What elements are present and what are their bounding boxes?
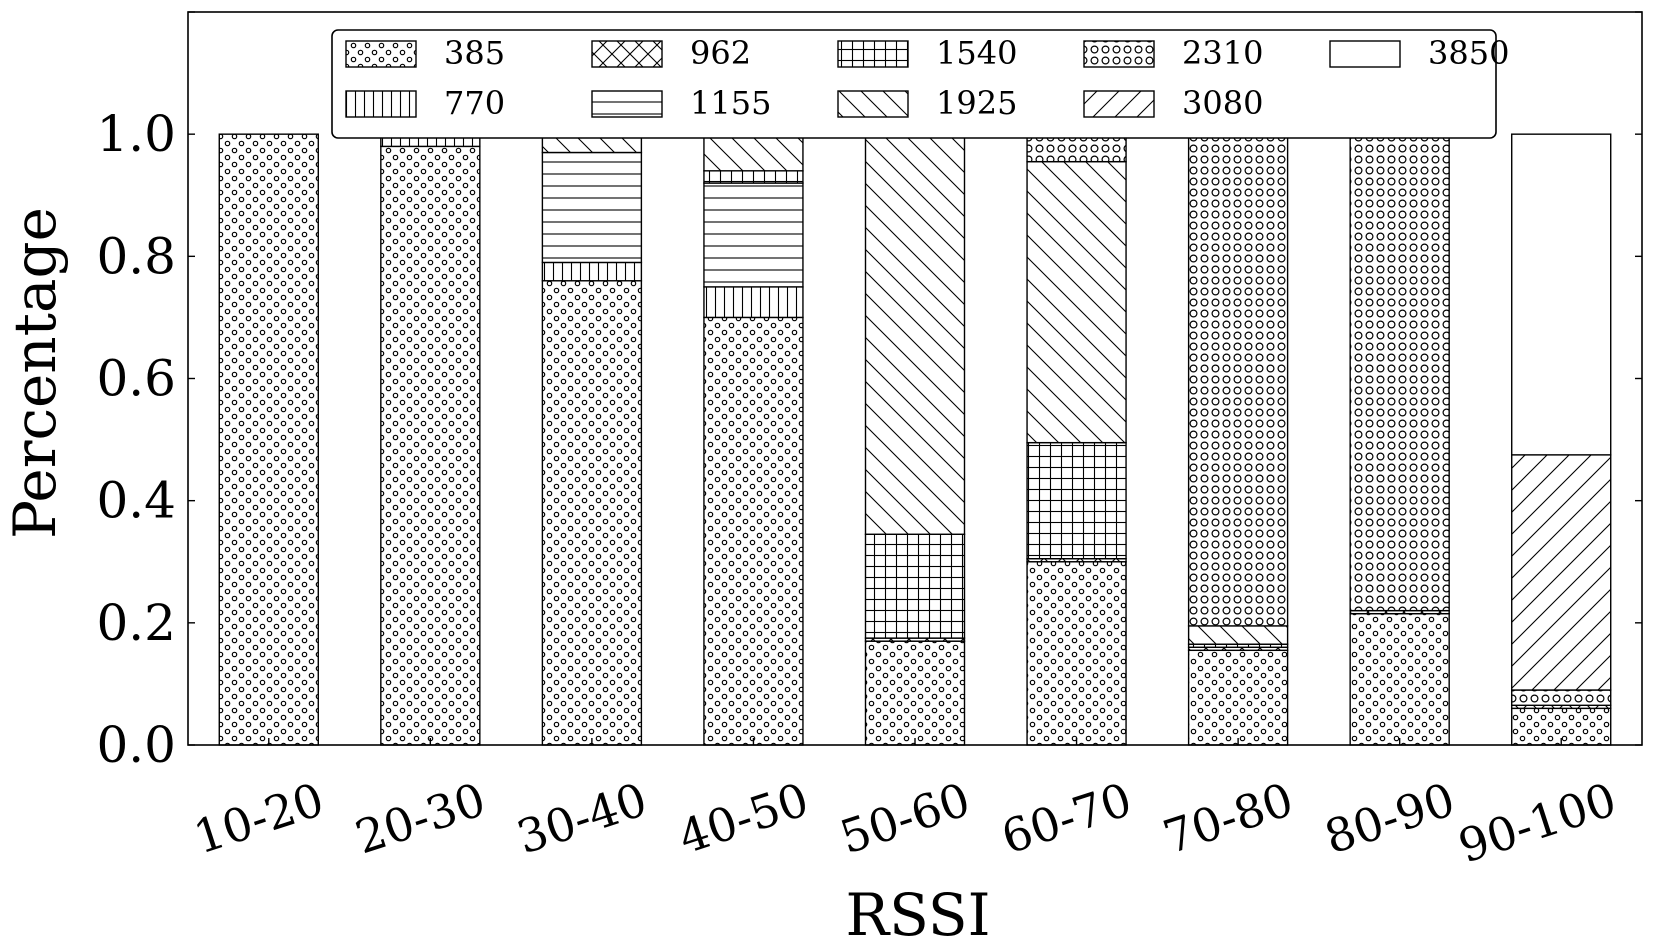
y-tick-label: 0.2	[96, 594, 176, 652]
bar-segment-1925-70-80	[1187, 625, 1289, 645]
bar-segment-385-10-20	[218, 133, 319, 746]
x-tick-label: 20-30	[349, 772, 492, 864]
legend-label-3080: 3080	[1182, 84, 1263, 122]
bar-segment-770-40-50	[703, 286, 804, 319]
bar-segment-1155-30-40	[541, 151, 643, 264]
y-tick-label: 0.8	[96, 227, 176, 285]
bar-segment-385-40-50	[703, 316, 804, 746]
x-tick-label: 40-50	[672, 772, 815, 864]
bar-segment-3080-90-100	[1511, 454, 1612, 691]
legend-swatch-1540	[837, 40, 909, 68]
bar-segment-385-20-30	[380, 145, 481, 746]
bar-segment-385-70-80	[1187, 649, 1289, 746]
bar-segment-2310-80-90	[1349, 136, 1450, 612]
bar-segment-1925-60-70	[1026, 160, 1127, 444]
y-axis-title: Percentage	[1, 207, 69, 539]
x-tick-label: 10-20	[187, 772, 330, 864]
x-tick-label: 80-90	[1318, 772, 1461, 864]
bar-segment-385-80-90	[1349, 612, 1450, 746]
legend-label-1925: 1925	[936, 84, 1017, 122]
x-tick-label: 50-60	[834, 772, 977, 864]
bar-segment-2310-90-100	[1511, 689, 1612, 706]
legend-swatch-385	[345, 40, 417, 68]
legend-swatch-1925	[837, 90, 909, 118]
bar-segment-1540-40-50	[703, 170, 804, 184]
legend-label-962: 962	[690, 34, 751, 72]
legend-label-770: 770	[444, 84, 505, 122]
bar-segment-385-30-40	[541, 280, 643, 746]
x-tick-label: 60-70	[995, 772, 1138, 864]
legend-swatch-3850	[1329, 40, 1401, 68]
bar-segment-1540-50-60	[864, 533, 966, 639]
legend: 385 770 962 1155 1540 1925 2310 3080 3850	[331, 29, 1509, 139]
legend-swatch-2310	[1083, 40, 1155, 68]
bars-layer	[218, 133, 1612, 746]
legend-swatch-3080	[1083, 90, 1155, 118]
legend-box	[331, 29, 1497, 139]
legend-label-1540: 1540	[936, 34, 1017, 72]
y-tick-label: 0.6	[96, 350, 176, 408]
bar-segment-2310-70-80	[1187, 133, 1289, 627]
bar-segment-1925-50-60	[864, 133, 966, 535]
bar-segment-385-60-70	[1026, 561, 1127, 746]
legend-label-1155: 1155	[690, 84, 771, 122]
legend-swatch-1155	[591, 90, 663, 118]
legend-label-385: 385	[444, 34, 505, 72]
x-axis-title: RSSI	[845, 881, 990, 949]
x-tick-label: 90-100	[1452, 772, 1623, 873]
bar-segment-3850-90-100	[1511, 133, 1612, 456]
bar-segment-1925-40-50	[703, 133, 804, 172]
legend-swatch-770	[345, 90, 417, 118]
y-tick-label: 0.4	[96, 472, 176, 530]
x-tick-label: 30-40	[510, 772, 653, 864]
bar-segment-1155-40-50	[703, 182, 804, 288]
y-tick-label: 1.0	[96, 105, 176, 163]
y-tick-label: 0.0	[96, 716, 176, 774]
bar-segment-385-50-60	[864, 640, 966, 746]
bar-segment-1540-60-70	[1026, 441, 1127, 560]
bar-segment-770-30-40	[541, 261, 643, 282]
legend-label-2310: 2310	[1182, 34, 1263, 72]
legend-label-3850: 3850	[1428, 34, 1509, 72]
legend-swatch-962	[591, 40, 663, 68]
x-tick-label: 70-80	[1157, 772, 1300, 864]
